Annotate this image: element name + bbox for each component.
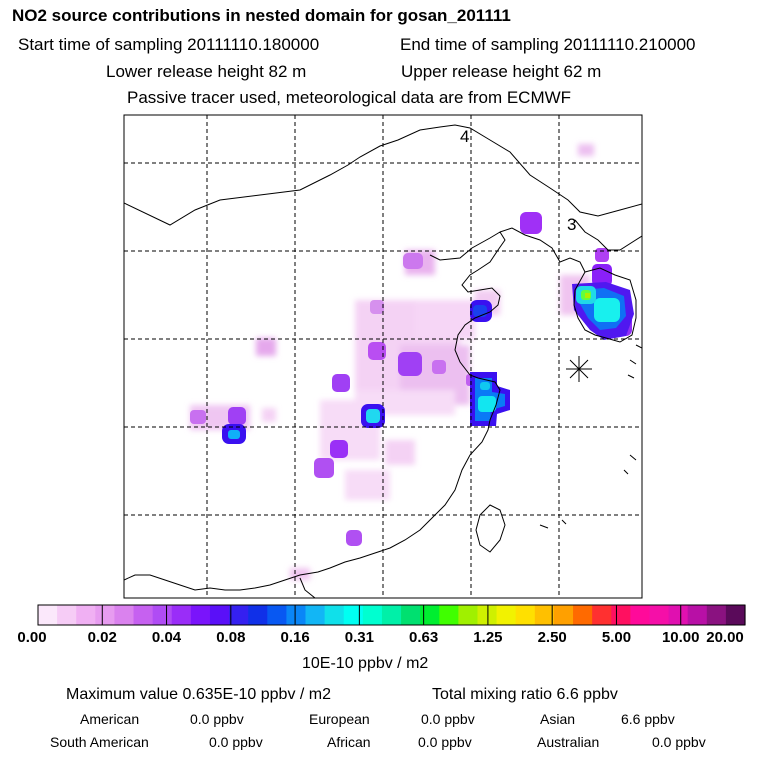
colorbar-swatch <box>362 605 383 625</box>
map-frame <box>123 114 643 599</box>
european-label: European <box>309 711 370 727</box>
tracer-note: Passive tracer used, meteorological data… <box>127 88 572 107</box>
colorbar-swatch <box>133 605 154 625</box>
australian-value: 0.0 ppbv <box>652 734 706 750</box>
colorbar-swatch <box>401 605 421 625</box>
colorbar-swatch <box>324 605 345 625</box>
max-value: Maximum value 0.635E-10 ppbv / m2 <box>66 686 332 703</box>
lower-release-height: Lower release height 82 m <box>106 62 307 81</box>
colorbar-swatch <box>706 605 727 625</box>
colorbar-swatch <box>458 605 479 625</box>
colorbar <box>37 604 746 626</box>
colorbar-swatch <box>229 605 249 625</box>
colorbar-swatch <box>171 605 192 625</box>
south-american-label: South American <box>50 734 149 750</box>
lat-lon-grid <box>124 115 642 598</box>
colorbar-tick-label: 1.25 <box>473 629 503 646</box>
asian-label: Asian <box>540 711 576 727</box>
colorbar-swatch <box>534 605 555 625</box>
colorbar-swatch <box>152 605 173 625</box>
colorbar-swatch <box>496 605 517 625</box>
colorbar-swatch <box>592 605 612 625</box>
total-mixing-ratio: Total mixing ratio 6.6 ppbv <box>432 686 618 703</box>
sampling-end: End time of sampling 20111110.210000 <box>400 35 696 54</box>
gosan-site-marker <box>566 356 592 382</box>
colorbar-tick-label: 0.16 <box>280 629 310 646</box>
colorbar-tick-label: 0.02 <box>87 629 117 646</box>
colorbar-swatch <box>649 605 670 625</box>
colorbar-swatch <box>38 605 58 625</box>
colorbar-swatch <box>343 605 364 625</box>
colorbar-swatch <box>439 605 459 625</box>
colorbar-swatch <box>57 605 77 625</box>
sampling-start: Start time of sampling 20111110.180000 <box>18 35 320 54</box>
african-label: African <box>327 734 371 750</box>
concentration-field <box>190 144 634 580</box>
colorbar-tick-label: 10.00 <box>661 629 700 646</box>
colorbar-tick-label: 0.00 <box>17 629 47 646</box>
colorbar-swatch <box>76 605 96 625</box>
south-american-value: 0.0 ppbv <box>209 734 263 750</box>
day-label-4: 4 <box>460 127 469 146</box>
blue-hotspots <box>222 282 634 444</box>
colorbar-swatch <box>477 605 498 625</box>
colorbar-tick-label: 20.00 <box>706 629 744 646</box>
european-value: 0.0 ppbv <box>421 711 475 727</box>
colorbar-swatch <box>573 605 593 625</box>
american-value: 0.0 ppbv <box>190 711 244 727</box>
colorbar-border <box>37 604 746 626</box>
upper-release-height: Upper release height 62 m <box>401 62 602 81</box>
colorbar-swatch <box>381 605 402 625</box>
colorbar-tick-label: 0.08 <box>216 629 246 646</box>
coastlines <box>124 124 642 598</box>
colorbar-swatch <box>668 605 689 625</box>
colorbar-tick-label: 5.00 <box>601 629 632 646</box>
american-label: American <box>80 711 140 727</box>
colorbar-swatch <box>267 605 288 625</box>
colorbar-swatch <box>286 605 307 625</box>
colorbar-tick-label: 0.31 <box>344 629 374 646</box>
map-title: NO2 source contributions in nested domai… <box>12 6 511 25</box>
australian-label: Australian <box>537 734 600 750</box>
colorbar-units: 10E-10 ppbv / m2 <box>302 655 429 672</box>
colorbar-swatch <box>515 605 536 625</box>
colorbar-swatch <box>725 605 746 625</box>
colorbar-swatch <box>190 605 211 625</box>
colorbar-swatch <box>630 605 651 625</box>
asian-value: 6.6 ppbv <box>621 711 675 727</box>
colorbar-swatch <box>114 605 135 625</box>
colorbar-swatch <box>305 605 326 625</box>
african-value: 0.0 ppbv <box>418 734 472 750</box>
colorbar-swatch <box>687 605 708 625</box>
purple-patches <box>190 212 632 546</box>
colorbar-tick-label: 0.04 <box>151 629 182 646</box>
colorbar-swatch <box>95 605 116 625</box>
colorbar-swatch <box>553 605 574 625</box>
colorbar-swatch <box>209 605 230 625</box>
colorbar-swatch <box>420 605 440 625</box>
colorbar-swatch <box>248 605 268 625</box>
colorbar-swatch <box>611 605 631 625</box>
colorbar-tick-label: 2.50 <box>537 629 567 646</box>
colorbar-tick-label: 0.63 <box>409 629 439 646</box>
day-label-3: 3 <box>567 215 576 234</box>
